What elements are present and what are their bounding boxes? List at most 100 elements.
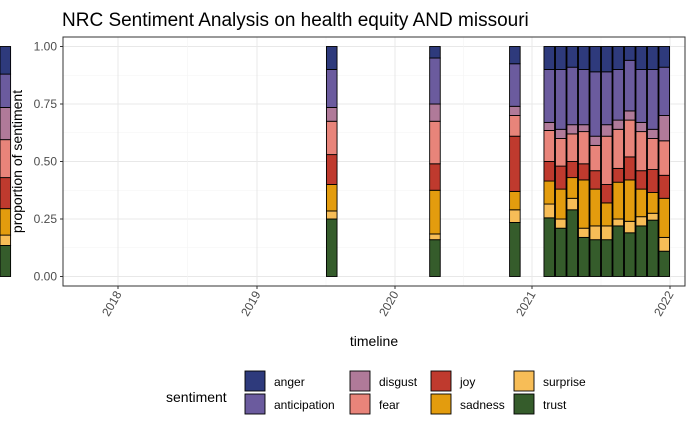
bar-segment-surprise xyxy=(0,234,12,246)
bar-segment-fear xyxy=(578,131,590,165)
bar-segment-fear xyxy=(566,133,579,162)
bar-segment-surprise xyxy=(647,212,659,221)
x-tick-label: 2019 xyxy=(238,288,264,318)
y-tick-label: 1.00 xyxy=(34,40,58,54)
bar-segment-joy xyxy=(578,163,590,181)
bar-segment-joy xyxy=(555,165,567,190)
bar-2021-12 xyxy=(658,46,671,277)
bar-segment-trust xyxy=(612,225,625,277)
bar-2021-09 xyxy=(624,46,636,277)
bar-2021-03 xyxy=(555,46,567,277)
bar-segment-disgust xyxy=(326,106,338,122)
legend-label: anger xyxy=(274,375,305,389)
bar-segment-anticipation xyxy=(566,66,579,126)
bar-segment-surprise xyxy=(624,220,636,234)
bar-segment-sadness xyxy=(647,192,659,214)
bar-segment-surprise xyxy=(555,218,567,229)
bar-segment-anticipation xyxy=(647,69,659,130)
bar-segment-trust xyxy=(555,227,567,277)
y-axis-title: proportion of sentiment xyxy=(9,90,25,233)
bar-segment-anger xyxy=(578,46,590,70)
legend-swatch xyxy=(244,370,266,392)
legend-item-fear: fear xyxy=(349,393,400,415)
bar-segment-sadness xyxy=(555,188,567,220)
bar-segment-fear xyxy=(589,144,602,172)
bar-2020-11 xyxy=(509,46,521,277)
bar-2021-07 xyxy=(601,46,613,277)
bar-segment-surprise xyxy=(566,197,579,211)
x-axis: 2018 2019 2020 2021 2022 xyxy=(99,286,677,319)
bar-segment-surprise xyxy=(509,209,521,223)
bar-segment-sadness xyxy=(566,177,579,199)
bar-segment-sadness xyxy=(658,197,671,238)
bar-segment-trust xyxy=(566,209,579,277)
y-axis: 0.00 0.25 0.50 0.75 1.00 xyxy=(34,40,63,284)
bar-2019-07 xyxy=(326,46,338,277)
bar-2021-04 xyxy=(566,46,579,277)
y-tick-label: 0.25 xyxy=(34,212,58,226)
x-axis-title: timeline xyxy=(350,333,398,349)
bar-segment-anticipation xyxy=(589,71,602,137)
legend-swatch xyxy=(513,370,535,392)
bar-segment-anger xyxy=(326,46,338,70)
bar-segment-anticipation xyxy=(326,69,338,108)
legend-item-sadness: sadness xyxy=(430,393,505,415)
bar-segment-disgust xyxy=(647,128,659,139)
legend-swatch xyxy=(430,370,452,392)
bar-segment-sadness xyxy=(589,188,602,227)
legend-item-anticipation: anticipation xyxy=(244,393,335,415)
legend-label: fear xyxy=(379,398,400,412)
bar-segment-surprise xyxy=(589,225,602,241)
bar-segment-joy xyxy=(566,161,579,179)
chart-title: NRC Sentiment Analysis on health equity … xyxy=(62,10,529,31)
bar-segment-fear xyxy=(647,138,659,170)
bar-2021-11 xyxy=(647,46,659,277)
bar-segment-trust xyxy=(658,250,671,277)
bar-segment-surprise xyxy=(658,236,671,252)
legend-swatch xyxy=(513,393,535,415)
bar-segment-anger xyxy=(509,46,521,65)
bar-segment-anticipation xyxy=(543,69,556,123)
bar-segment-anger xyxy=(429,46,441,59)
bar-segment-fear xyxy=(509,115,521,137)
bar-segment-disgust xyxy=(612,119,625,130)
bar-segment-joy xyxy=(589,170,602,190)
x-tick-label: 2020 xyxy=(376,288,402,318)
y-tick-label: 0.50 xyxy=(34,155,58,169)
bar-segment-anticipation xyxy=(578,69,590,126)
bar-segment-anger xyxy=(624,46,636,61)
bar-segment-disgust xyxy=(509,105,521,116)
bar-segment-fear xyxy=(601,135,613,185)
bar-segment-anger xyxy=(635,46,648,70)
bar-segment-anger xyxy=(658,46,671,68)
bar-segment-joy xyxy=(326,154,338,185)
bar-segment-fear xyxy=(326,120,338,156)
bar-segment-anger xyxy=(601,46,613,73)
legend-item-disgust: disgust xyxy=(349,370,418,392)
bar-2021-05 xyxy=(578,46,590,277)
y-tick-label: 0.00 xyxy=(34,270,58,284)
legend-swatch xyxy=(349,393,371,415)
legend-title: sentiment xyxy=(166,389,227,405)
bar-2021-02 xyxy=(543,46,556,277)
bar-segment-anticipation xyxy=(555,69,567,130)
bar-segment-anger xyxy=(543,46,556,70)
bar-segment-fear xyxy=(624,119,636,158)
legend: sentiment anger anticipation disgust fear jo… xyxy=(166,370,586,415)
bar-segment-trust xyxy=(624,232,636,277)
legend-label: surprise xyxy=(543,375,586,389)
bar-segment-sadness xyxy=(509,190,521,211)
bar-segment-anticipation xyxy=(429,57,441,105)
bar-segment-anticipation xyxy=(509,63,521,107)
bar-segment-anticipation xyxy=(635,69,648,123)
bar-segment-surprise xyxy=(612,218,625,227)
bar-segment-fear xyxy=(429,120,441,165)
bar-2017-11 xyxy=(0,46,12,277)
bar-segment-anticipation xyxy=(624,59,636,112)
legend-item-joy: joy xyxy=(430,370,475,392)
bar-segment-fear xyxy=(658,140,671,176)
bar-segment-trust xyxy=(543,217,556,277)
bar-segment-trust xyxy=(589,239,602,277)
bar-segment-disgust xyxy=(429,103,441,122)
bar-segment-surprise xyxy=(635,216,648,227)
